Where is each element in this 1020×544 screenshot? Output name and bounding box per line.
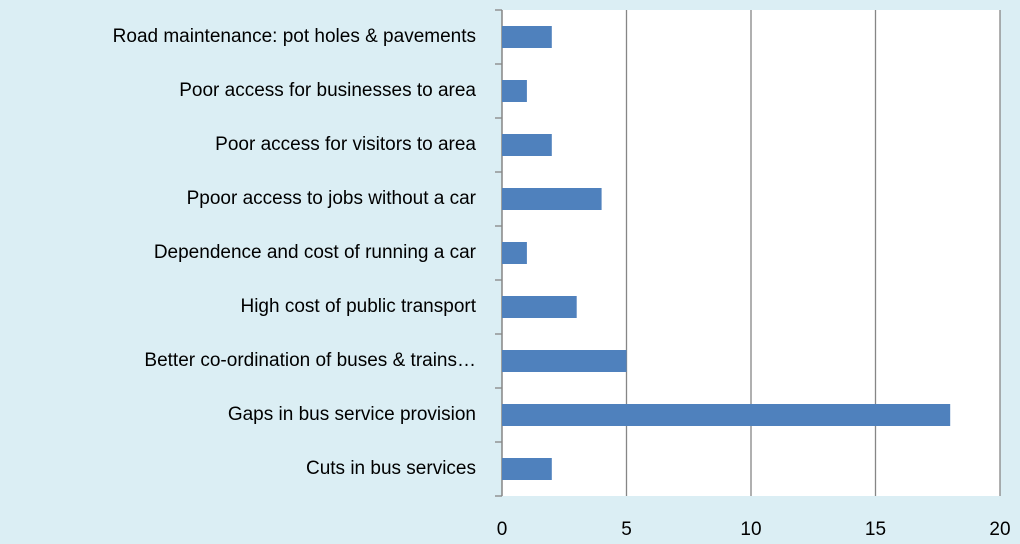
y-tick-label: Poor access for businesses to area: [179, 80, 476, 101]
x-tick-label: 0: [497, 519, 508, 540]
y-tick-label: Poor access for visitors to area: [215, 134, 476, 155]
x-tick-label: 10: [740, 519, 761, 540]
x-tick-label: 20: [989, 519, 1010, 540]
bar: [502, 242, 527, 264]
bar: [502, 296, 577, 318]
y-tick-label: High cost of public transport: [240, 296, 476, 317]
y-tick-label: Ppoor access to jobs without a car: [187, 188, 477, 209]
bar: [502, 404, 951, 426]
bar: [502, 26, 552, 48]
bar: [502, 188, 602, 210]
bar: [502, 134, 552, 156]
bar: [502, 350, 627, 372]
y-tick-label: Cuts in bus services: [306, 458, 476, 479]
y-tick-label: Dependence and cost of running a car: [154, 242, 477, 263]
y-tick-label: Better co-ordination of buses & trains…: [144, 350, 476, 371]
x-tick-label: 5: [621, 519, 632, 540]
y-tick-label: Road maintenance: pot holes & pavements: [113, 26, 476, 47]
bar: [502, 80, 527, 102]
bar: [502, 458, 552, 480]
x-tick-label: 15: [865, 519, 886, 540]
y-tick-label: Gaps in bus service provision: [228, 404, 476, 425]
